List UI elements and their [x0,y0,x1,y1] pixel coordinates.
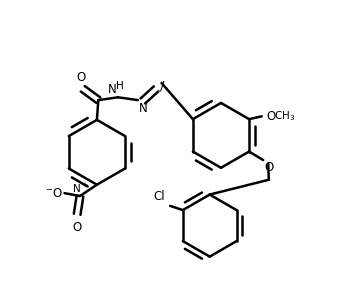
Text: N: N [108,83,117,96]
Text: Cl: Cl [153,190,164,203]
Text: $^{-}$O: $^{-}$O [45,187,63,200]
Text: O: O [76,71,85,84]
Text: N$^+$: N$^+$ [72,182,88,195]
Text: N: N [139,102,148,114]
Text: O: O [266,110,275,123]
Text: O: O [265,161,274,175]
Text: CH$_3$: CH$_3$ [274,109,295,123]
Text: O: O [73,221,82,234]
Text: H: H [115,81,123,91]
Text: /: / [159,80,164,92]
